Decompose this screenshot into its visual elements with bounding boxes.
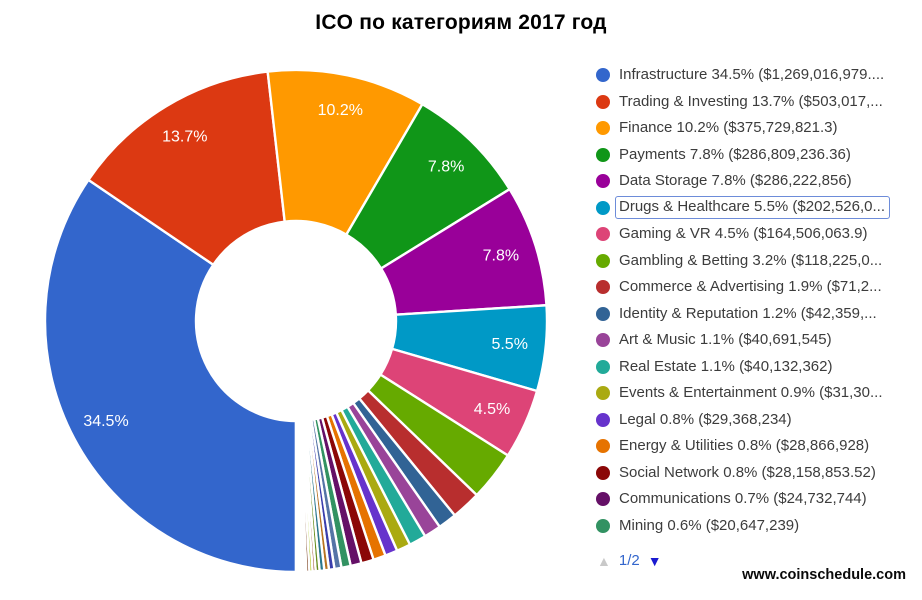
legend-item-label: Mining 0.6% ($20,647,239) (619, 516, 800, 534)
legend-page-down-icon[interactable]: ▼ (647, 552, 662, 569)
pie-slice-percent-label: 7.8% (428, 159, 464, 176)
legend-bullet-icon (596, 253, 610, 268)
legend-item[interactable]: Energy & Utilities 0.8% ($28,866,928) (596, 433, 890, 460)
legend-page-indicator: 1/2 (618, 552, 640, 569)
legend-item-label: Art & Music 1.1% ($40,691,545) (619, 331, 832, 349)
legend-item-label: Data Storage 7.8% ($286,222,856) (619, 172, 852, 190)
legend-item-label: Commerce & Advertising 1.9% ($71,2... (619, 278, 882, 296)
legend-bullet-icon (596, 333, 610, 348)
legend-item[interactable]: Identity & Reputation 1.2% ($42,359,... (596, 301, 890, 328)
legend-item[interactable]: Mining 0.6% ($20,647,239) (596, 513, 890, 540)
pie-slice-percent-label: 7.8% (483, 247, 519, 264)
legend-item-label: Payments 7.8% ($286,809,236.36) (619, 145, 851, 163)
legend-item-label: Real Estate 1.1% ($40,132,362) (619, 357, 833, 375)
legend-item-label: Social Network 0.8% ($28,158,853.52) (619, 463, 876, 481)
legend-item[interactable]: Events & Entertainment 0.9% ($31,30... (596, 380, 890, 407)
legend-item[interactable]: Trading & Investing 13.7% ($503,017,... (596, 89, 890, 116)
legend-item[interactable]: Drugs & Healthcare 5.5% ($202,526,0... (596, 195, 890, 222)
legend-item-label: Infrastructure 34.5% ($1,269,016,979.... (619, 66, 885, 84)
legend-pagination: ▲ 1/2 ▼ (597, 552, 662, 569)
legend-bullet-icon (596, 412, 610, 427)
legend-bullet-icon (596, 200, 610, 215)
legend-bullet-icon (596, 465, 610, 480)
legend-item-label: Gaming & VR 4.5% ($164,506,063.9) (619, 225, 868, 243)
legend-item-label: Drugs & Healthcare 5.5% ($202,526,0... (615, 196, 890, 220)
site-credit: www.coinschedule.com (742, 567, 906, 583)
legend-item[interactable]: Communications 0.7% ($24,732,744) (596, 486, 890, 513)
legend-bullet-icon (596, 306, 610, 321)
legend-bullet-icon (596, 518, 610, 533)
legend-bullet-icon (596, 121, 610, 136)
legend-item-label: Gambling & Betting 3.2% ($118,225,0... (619, 251, 883, 269)
legend-bullet-icon (596, 386, 610, 401)
pie-slice-percent-label: 10.2% (318, 102, 363, 119)
pie-slice-percent-label: 4.5% (474, 401, 510, 418)
legend-page-up-icon[interactable]: ▲ (597, 552, 611, 569)
legend: Infrastructure 34.5% ($1,269,016,979....… (596, 62, 890, 539)
legend-bullet-icon (596, 439, 610, 454)
legend-item[interactable]: Infrastructure 34.5% ($1,269,016,979.... (596, 62, 890, 89)
legend-item[interactable]: Commerce & Advertising 1.9% ($71,2... (596, 274, 890, 301)
legend-item-label: Finance 10.2% ($375,729,821.3) (619, 119, 838, 137)
pie-slice-percent-label: 34.5% (83, 413, 128, 430)
legend-bullet-icon (596, 94, 610, 109)
pie-slice-finance[interactable] (266, 68, 424, 236)
legend-item-label: Trading & Investing 13.7% ($503,017,... (619, 92, 883, 110)
legend-item-label: Legal 0.8% ($29,368,234) (619, 410, 792, 428)
legend-item[interactable]: Social Network 0.8% ($28,158,853.52) (596, 460, 890, 487)
legend-item-label: Identity & Reputation 1.2% ($42,359,... (619, 304, 877, 322)
legend-bullet-icon (596, 147, 610, 162)
legend-bullet-icon (596, 174, 610, 189)
pie-slice-small[interactable] (294, 419, 299, 574)
legend-item-label: Communications 0.7% ($24,732,744) (619, 490, 867, 508)
legend-bullet-icon (596, 359, 610, 374)
legend-item[interactable]: Real Estate 1.1% ($40,132,362) (596, 354, 890, 381)
pie-slice-percent-label: 13.7% (162, 129, 207, 146)
legend-bullet-icon (596, 68, 610, 83)
legend-bullet-icon (596, 280, 610, 295)
legend-item-label: Energy & Utilities 0.8% ($28,866,928) (619, 437, 870, 455)
chart-title: ICO по категориям 2017 год (315, 11, 607, 34)
legend-item-label: Events & Entertainment 0.9% ($31,30... (619, 384, 883, 402)
legend-item[interactable]: Legal 0.8% ($29,368,234) (596, 407, 890, 434)
pie-slice-percent-label: 5.5% (491, 336, 527, 353)
legend-bullet-icon (596, 492, 610, 507)
legend-item[interactable]: Data Storage 7.8% ($286,222,856) (596, 168, 890, 195)
legend-item[interactable]: Finance 10.2% ($375,729,821.3) (596, 115, 890, 142)
legend-bullet-icon (596, 227, 610, 242)
legend-item[interactable]: Gaming & VR 4.5% ($164,506,063.9) (596, 221, 890, 248)
legend-item[interactable]: Art & Music 1.1% ($40,691,545) (596, 327, 890, 354)
legend-item[interactable]: Payments 7.8% ($286,809,236.36) (596, 142, 890, 169)
pie-slice-trading-investing[interactable] (87, 70, 286, 266)
pie-slice-infrastructure[interactable] (43, 178, 298, 574)
legend-item[interactable]: Gambling & Betting 3.2% ($118,225,0... (596, 248, 890, 275)
